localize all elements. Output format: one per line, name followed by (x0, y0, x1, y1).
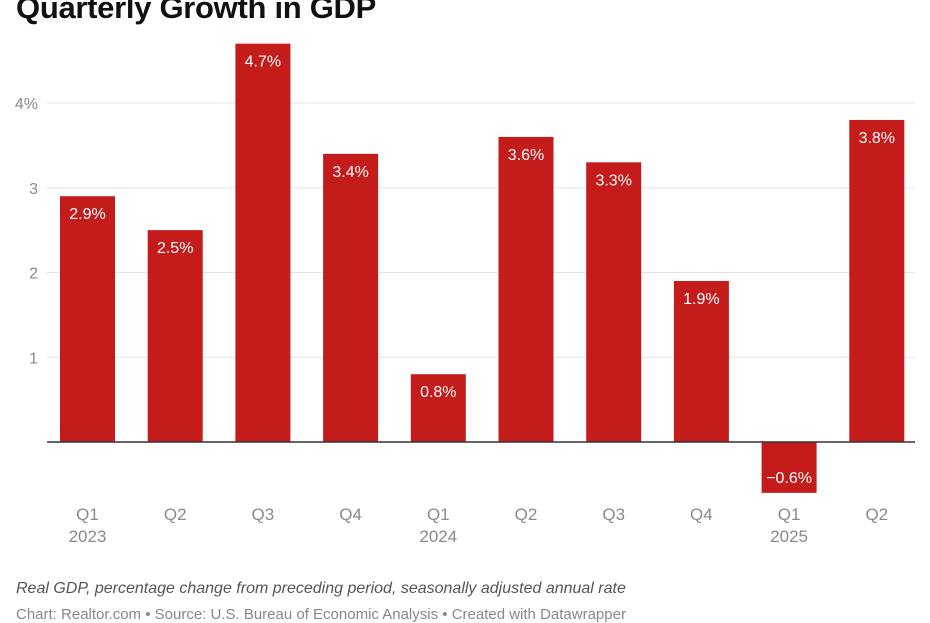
x-tick-label: Q2 (865, 505, 888, 524)
bar (410, 374, 466, 442)
bar (498, 136, 554, 442)
x-tick-label: Q2 (164, 505, 187, 524)
chart-title: Quarterly Growth in GDP (16, 0, 376, 25)
data-label: 2.5% (157, 240, 193, 257)
y-axis-ticks: 1 2 3 4% (15, 96, 38, 367)
x-tick-label: Q1 (778, 505, 801, 524)
bar (586, 162, 642, 442)
chart-credit: Chart: Realtor.com • Source: U.S. Bureau… (16, 606, 626, 623)
y-tick-label: 4% (15, 96, 38, 113)
bars (60, 43, 905, 493)
x-tick-label: Q3 (252, 505, 275, 524)
data-label: 3.8% (859, 130, 895, 147)
x-tick-year: 2025 (770, 527, 808, 546)
y-tick-label: 2 (29, 266, 38, 283)
data-labels: 2.9% 2.5% 4.7% 3.4% 0.8% 3.6% 3.3% 1.9% −0.6% 3.8… (69, 54, 895, 487)
x-tick-label: Q4 (339, 505, 362, 524)
data-label: 0.8% (420, 384, 456, 401)
bar (761, 442, 817, 493)
bar (673, 280, 729, 442)
y-tick-label: 1 (29, 350, 38, 367)
y-tick-label: 3 (29, 181, 38, 198)
x-tick-label: Q1 (427, 505, 450, 524)
bar (235, 43, 291, 443)
x-tick-label: Q3 (602, 505, 625, 524)
bar (60, 196, 115, 442)
x-tick-label: Q4 (690, 505, 713, 524)
chart-caption: Real GDP, percentage change from precedi… (16, 580, 626, 597)
data-label: 3.3% (595, 172, 631, 189)
data-label: 4.7% (245, 54, 281, 71)
bar (323, 153, 379, 442)
x-tick-label: Q1 (76, 505, 99, 524)
x-tick-year: 2023 (69, 527, 107, 546)
data-label: 1.9% (683, 291, 719, 308)
x-axis-ticks: Q1 2023 Q2 Q3 Q4 Q1 2024 Q2 Q3 Q4 Q1 2025 Q2 (69, 505, 889, 546)
x-tick-label: Q2 (515, 505, 538, 524)
data-label: 3.4% (332, 164, 368, 181)
data-label: 3.6% (508, 147, 544, 164)
data-label: 2.9% (69, 206, 105, 223)
bar (147, 230, 203, 442)
data-label: −0.6% (766, 470, 812, 487)
bar (849, 119, 905, 442)
x-tick-year: 2024 (419, 527, 457, 546)
